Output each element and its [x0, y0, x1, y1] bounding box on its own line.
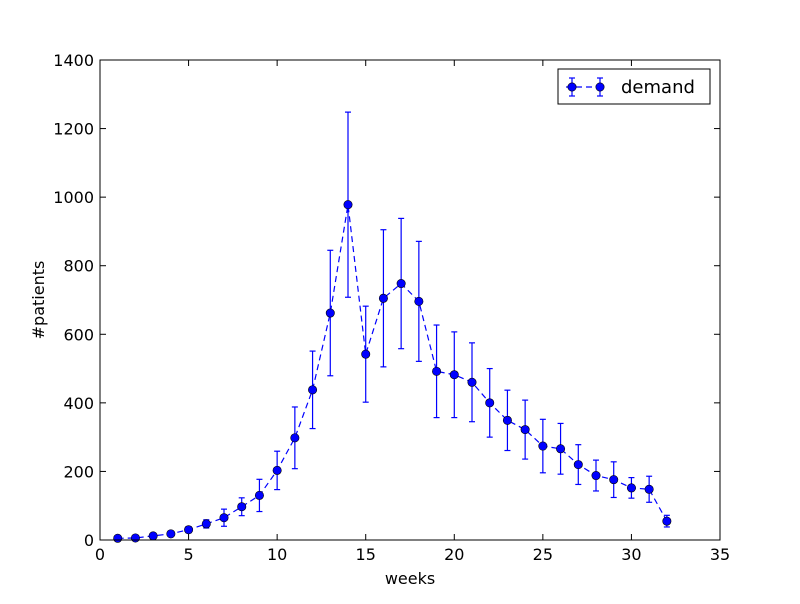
legend: demand: [557, 68, 711, 105]
x-tick-label: 15: [356, 545, 376, 564]
x-axis-label: weeks: [385, 569, 435, 588]
data-point: [148, 531, 158, 541]
data-point: [396, 279, 406, 289]
x-tick-label: 5: [183, 545, 193, 564]
data-point: [361, 349, 371, 359]
data-point: [166, 529, 176, 539]
data-point: [184, 525, 194, 535]
data-point: [449, 370, 459, 380]
legend-marker: [567, 82, 577, 92]
data-point: [254, 490, 264, 500]
data-point: [378, 293, 388, 303]
data-point: [219, 513, 229, 523]
data-point: [130, 533, 140, 543]
data-point: [325, 308, 335, 318]
data-point: [626, 483, 636, 493]
data-point: [662, 516, 672, 526]
data-point: [520, 425, 530, 435]
data-point: [556, 444, 566, 454]
data-point: [591, 471, 601, 481]
data-point: [573, 460, 583, 470]
x-tick-label: 10: [267, 545, 287, 564]
legend-label-demand: demand: [621, 77, 695, 98]
plot-frame: [99, 59, 721, 541]
data-point: [502, 415, 512, 425]
data-point: [414, 296, 424, 306]
data-point: [308, 385, 318, 395]
x-tick-label: 0: [95, 545, 105, 564]
data-point: [538, 441, 548, 451]
data-point: [201, 519, 211, 529]
data-point: [644, 484, 654, 494]
data-point: [113, 533, 123, 543]
data-point: [467, 377, 477, 387]
y-tick-label: 600: [63, 325, 94, 344]
x-tick-label: 25: [533, 545, 553, 564]
x-tick-label: 35: [710, 545, 730, 564]
x-tick-label: 20: [444, 545, 464, 564]
y-tick-label: 0: [84, 531, 94, 550]
y-tick-label: 400: [63, 394, 94, 413]
data-point: [343, 200, 353, 210]
legend-box: [557, 68, 711, 105]
y-tick-label: 200: [63, 462, 94, 481]
y-tick-label: 1000: [53, 188, 94, 207]
data-point: [290, 433, 300, 443]
legend-marker: [595, 82, 605, 92]
data-point: [609, 475, 619, 485]
y-axis-label: #patients: [29, 261, 48, 340]
y-tick-label: 1400: [53, 51, 94, 70]
x-tick-label: 30: [621, 545, 641, 564]
y-tick-label: 800: [63, 257, 94, 276]
data-point: [485, 398, 495, 408]
y-tick-label: 1200: [53, 120, 94, 139]
data-point: [272, 465, 282, 475]
data-point: [237, 502, 247, 512]
data-point: [432, 366, 442, 376]
